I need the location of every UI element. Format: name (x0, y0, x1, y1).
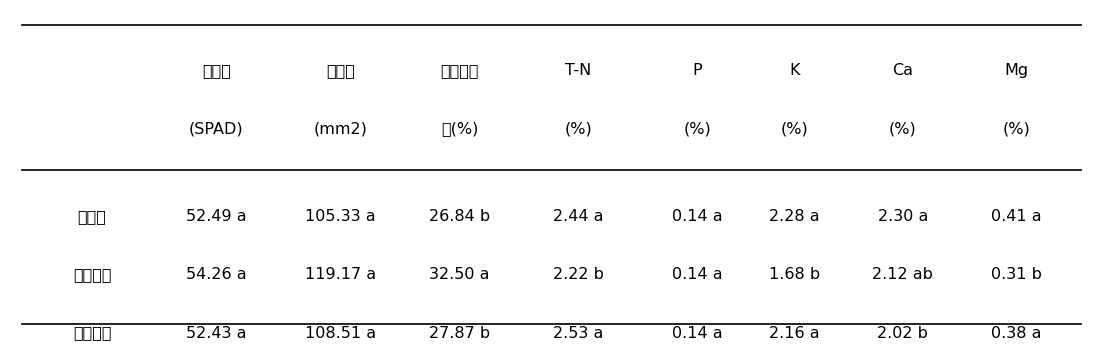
Text: 52.43 a: 52.43 a (186, 326, 247, 341)
Text: Mg: Mg (1004, 63, 1028, 78)
Text: (%): (%) (684, 121, 711, 136)
Text: 2.02 b: 2.02 b (877, 326, 929, 341)
Text: (mm2): (mm2) (313, 121, 367, 136)
Text: Ca: Ca (892, 63, 913, 78)
Text: 2.53 a: 2.53 a (554, 326, 603, 341)
Text: 2.16 a: 2.16 a (770, 326, 820, 341)
Text: 105.33 a: 105.33 a (306, 209, 376, 224)
Text: (%): (%) (889, 121, 917, 136)
Text: 0.31 b: 0.31 b (990, 267, 1041, 282)
Text: (SPAD): (SPAD) (189, 121, 244, 136)
Text: (%): (%) (565, 121, 592, 136)
Text: 1.68 b: 1.68 b (769, 267, 821, 282)
Text: 2.28 a: 2.28 a (770, 209, 820, 224)
Text: 건물중함: 건물중함 (440, 63, 479, 78)
Text: 2.22 b: 2.22 b (553, 267, 604, 282)
Text: 52.49 a: 52.49 a (186, 209, 247, 224)
Text: 2.12 ab: 2.12 ab (872, 267, 933, 282)
Text: P: P (693, 63, 703, 78)
Text: 54.26 a: 54.26 a (186, 267, 247, 282)
Text: 엽면적: 엽면적 (326, 63, 355, 78)
Text: T-N: T-N (566, 63, 591, 78)
Text: 엽록소: 엽록소 (202, 63, 231, 78)
Text: 26.84 b: 26.84 b (429, 209, 490, 224)
Text: 0.38 a: 0.38 a (992, 326, 1041, 341)
Text: (%): (%) (781, 121, 808, 136)
Text: 2.44 a: 2.44 a (554, 209, 603, 224)
Text: (%): (%) (1003, 121, 1030, 136)
Text: 108.51 a: 108.51 a (306, 326, 376, 341)
Text: 27.87 b: 27.87 b (429, 326, 490, 341)
Text: 량(%): 량(%) (441, 121, 479, 136)
Text: 32.50 a: 32.50 a (429, 267, 490, 282)
Text: 단초처리: 단초처리 (73, 267, 111, 282)
Text: 0.14 a: 0.14 a (672, 209, 722, 224)
Text: 무처리: 무처리 (77, 209, 107, 224)
Text: 0.14 a: 0.14 a (672, 267, 722, 282)
Text: 0.41 a: 0.41 a (990, 209, 1041, 224)
Text: K: K (790, 63, 800, 78)
Text: 119.17 a: 119.17 a (306, 267, 376, 282)
Text: 2.30 a: 2.30 a (878, 209, 928, 224)
Text: 장초처리: 장초처리 (73, 326, 111, 341)
Text: 0.14 a: 0.14 a (672, 326, 722, 341)
